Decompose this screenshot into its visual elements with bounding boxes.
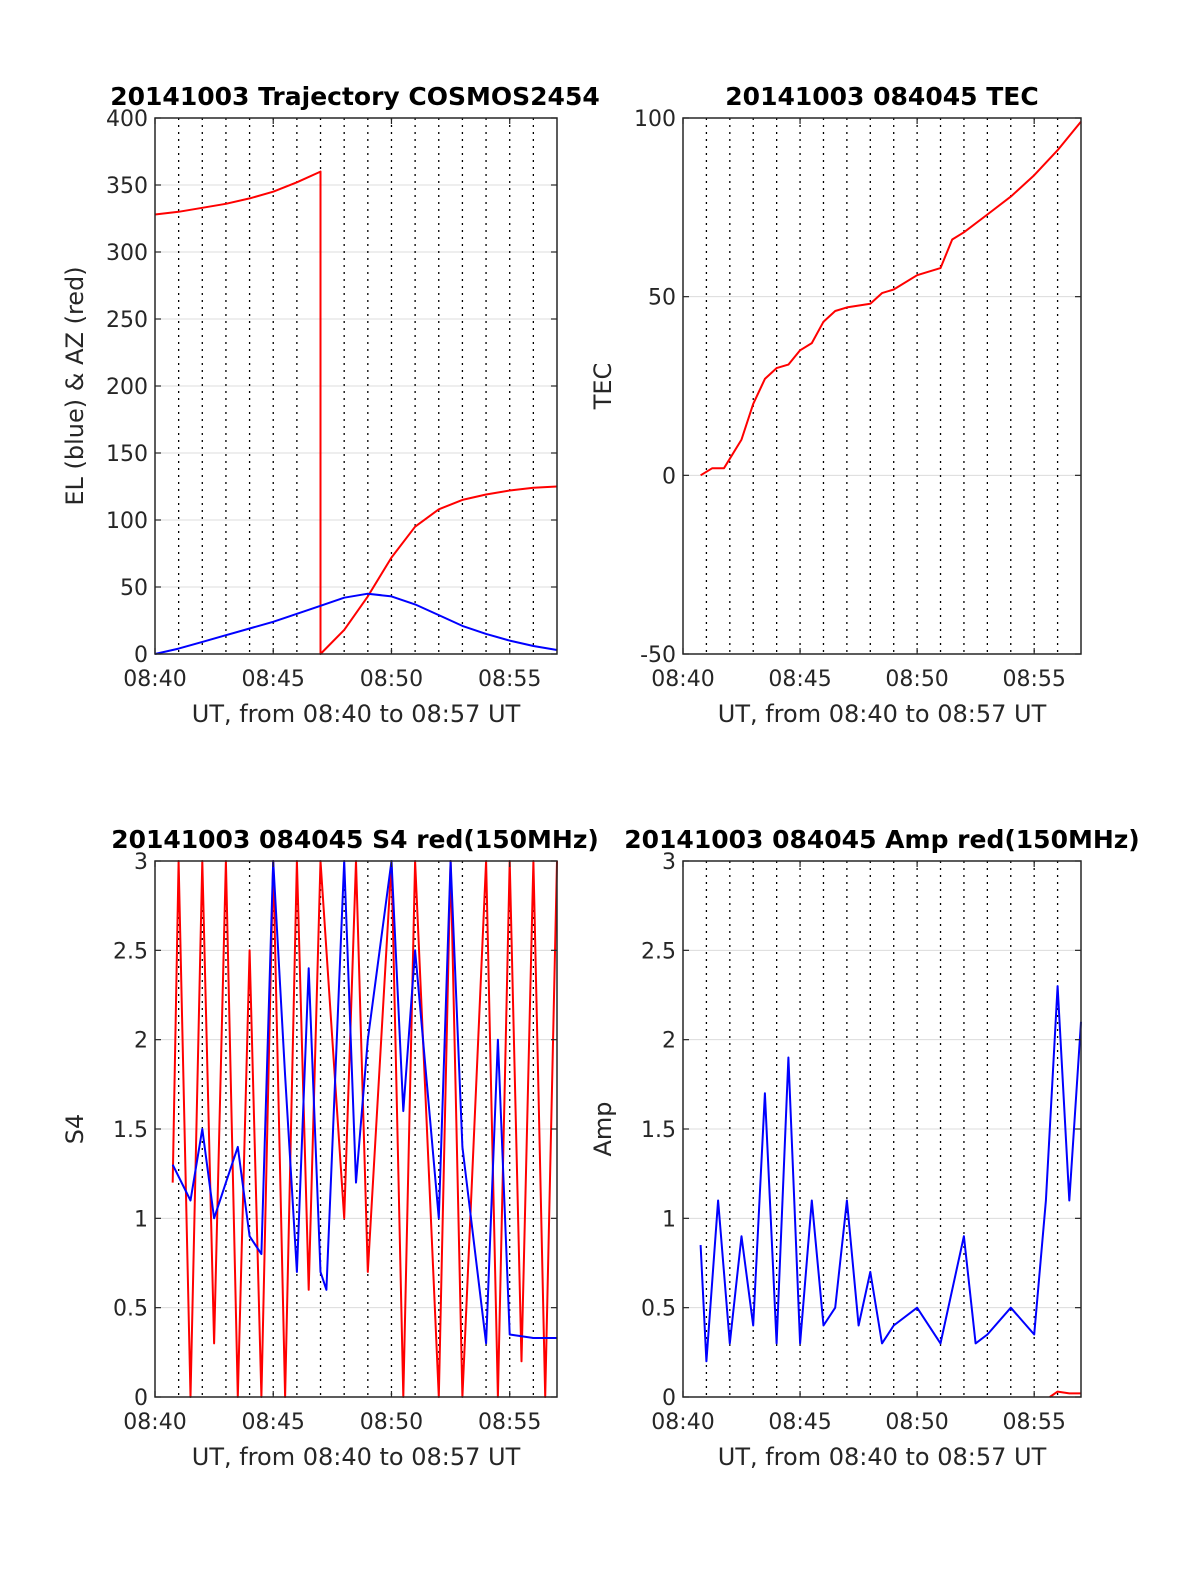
y-tick-label: 100 (634, 107, 676, 132)
y-tick-label: 0 (662, 464, 676, 489)
x-axis-label: UT, from 08:40 to 08:57 UT (718, 1443, 1047, 1471)
y-tick-label: 100 (106, 509, 148, 534)
x-tick-label: 08:40 (123, 667, 186, 692)
series-line-red (154, 170, 558, 655)
x-axis-label: UT, from 08:40 to 08:57 UT (718, 700, 1047, 728)
y-tick-label: 1.5 (113, 1118, 148, 1143)
x-tick-label: 08:45 (242, 1410, 305, 1435)
y-tick-label: 2.5 (641, 939, 676, 964)
y-tick-label: -50 (640, 643, 676, 668)
x-tick-label: 08:45 (768, 1410, 831, 1435)
series-line-red (700, 120, 1082, 477)
x-axis-label: UT, from 08:40 to 08:57 UT (192, 700, 521, 728)
y-axis-label: Amp (589, 1101, 617, 1156)
x-tick-label: 08:50 (360, 1410, 423, 1435)
chart-title: 20141003 084045 S4 red(150MHz) (111, 825, 599, 854)
series-line-blue (171, 860, 557, 1345)
series-line-red (1049, 1390, 1081, 1398)
y-tick-label: 1.5 (641, 1118, 676, 1143)
y-tick-label: 0 (134, 643, 148, 668)
y-tick-label: 200 (106, 375, 148, 400)
y-tick-label: 150 (106, 442, 148, 467)
x-tick-label: 08:50 (885, 667, 948, 692)
x-tick-label: 08:45 (768, 667, 831, 692)
series-line-blue (699, 985, 1082, 1363)
y-tick-label: 0 (662, 1386, 676, 1411)
y-tick-label: 50 (648, 286, 676, 311)
y-axis-label: EL (blue) & AZ (red) (61, 266, 89, 505)
y-tick-label: 300 (106, 241, 148, 266)
chart-title: 20141003 Trajectory COSMOS2454 (110, 82, 600, 111)
y-tick-label: 1 (662, 1207, 676, 1232)
x-axis-label: UT, from 08:40 to 08:57 UT (192, 1443, 521, 1471)
x-tick-label: 08:50 (885, 1410, 948, 1435)
y-tick-label: 2 (662, 1029, 676, 1054)
x-tick-label: 08:55 (1002, 1410, 1065, 1435)
x-tick-label: 08:55 (1002, 667, 1065, 692)
chart-title: 20141003 084045 TEC (725, 82, 1038, 111)
y-tick-label: 0 (134, 1386, 148, 1411)
y-tick-label: 2.5 (113, 939, 148, 964)
y-tick-label: 250 (106, 308, 148, 333)
chart-title: 20141003 084045 Amp red(150MHz) (624, 825, 1140, 854)
y-tick-label: 400 (106, 107, 148, 132)
panel-s4: 0 0.5 1 1.5 2 2.5 3 08:40 08:45 08:50 08:55 2014100… (61, 825, 599, 1471)
x-tick-label: 08:55 (478, 667, 541, 692)
y-tick-label: 3 (134, 850, 148, 875)
y-axis-label: S4 (61, 1114, 89, 1145)
y-tick-label: 50 (120, 576, 148, 601)
x-tick-label: 08:40 (651, 1410, 714, 1435)
x-tick-label: 08:40 (123, 1410, 186, 1435)
x-tick-label: 08:50 (360, 667, 423, 692)
series-line-blue (154, 592, 558, 655)
x-tick-label: 08:45 (242, 667, 305, 692)
panel-trajectory: 0 50 100 150 200 250 300 350 400 08:40 08:45 08:50 0… (61, 82, 600, 728)
axes-box (682, 117, 1082, 655)
x-tick-label: 08:40 (651, 667, 714, 692)
panel-amp: 0 0.5 1 1.5 2 2.5 3 08:40 08:45 08:50 08:55 2014100… (589, 825, 1140, 1471)
y-tick-label: 0.5 (113, 1297, 148, 1322)
y-tick-label: 0.5 (641, 1297, 676, 1322)
y-tick-label: 3 (662, 850, 676, 875)
x-tick-label: 08:55 (478, 1410, 541, 1435)
panel-tec: -50 0 50 100 08:40 08:45 08:50 08:55 20141003 08… (589, 82, 1082, 728)
y-tick-label: 2 (134, 1029, 148, 1054)
y-tick-label: 350 (106, 174, 148, 199)
y-tick-label: 1 (134, 1207, 148, 1232)
y-axis-label: TEC (589, 363, 617, 411)
